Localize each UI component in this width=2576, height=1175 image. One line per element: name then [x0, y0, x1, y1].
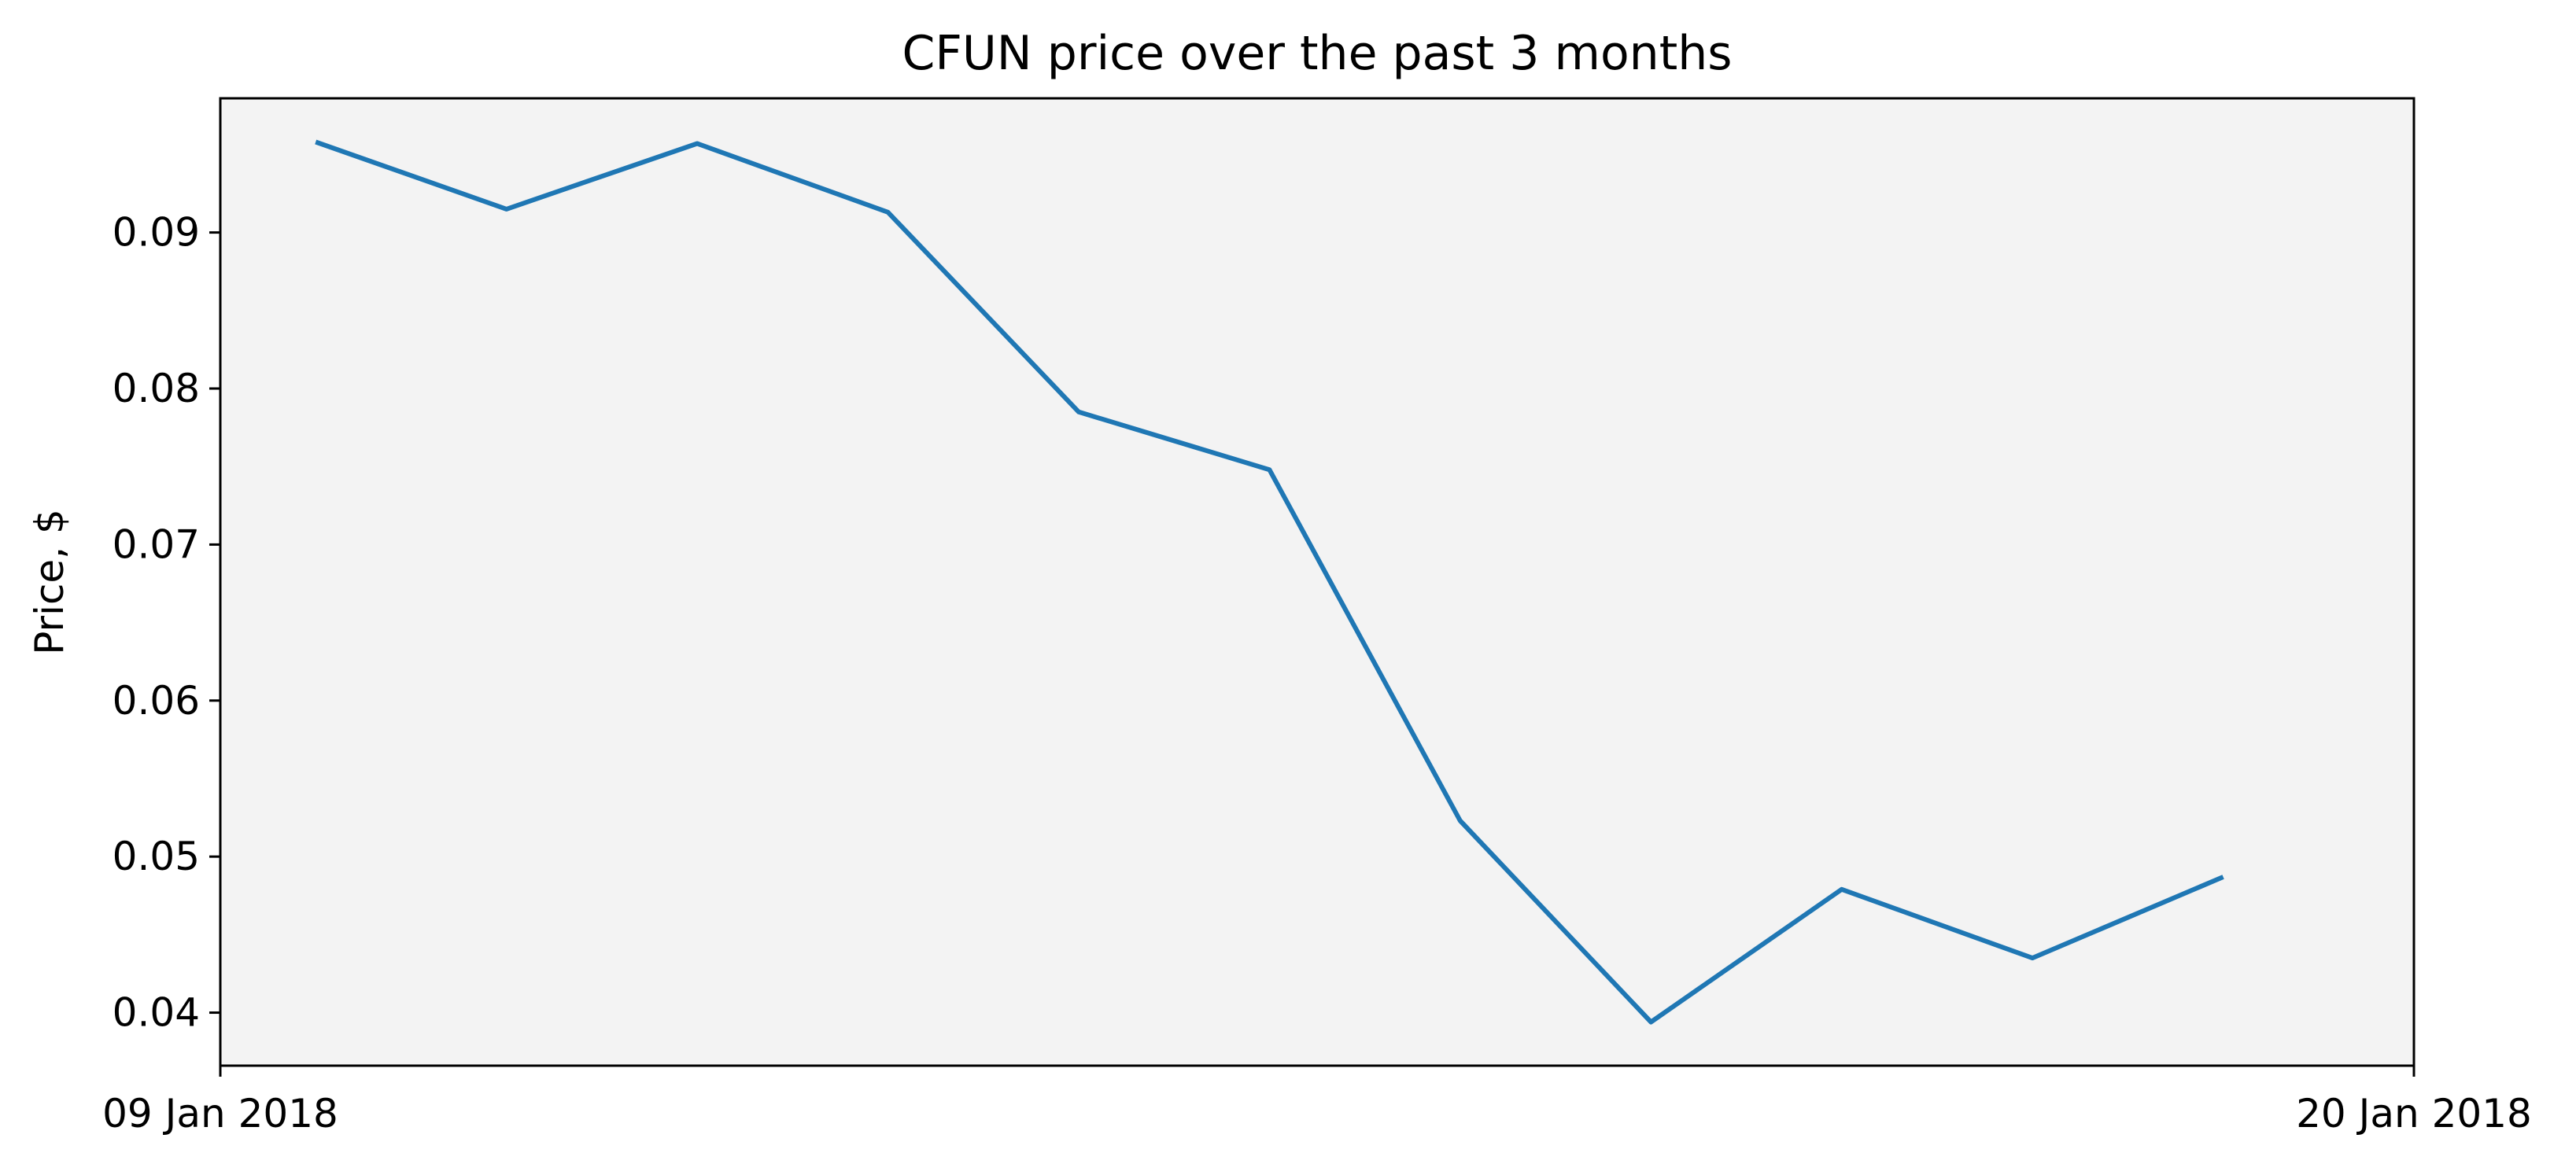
plot-area: [220, 98, 2414, 1066]
chart-title: CFUN price over the past 3 months: [902, 26, 1732, 81]
series-line: [315, 139, 2224, 1025]
x-tick-label: 20 Jan 2018: [2296, 1091, 2532, 1136]
y-axis-ticks: 0.04 0.05 0.06 0.07 0.08 0.09: [113, 210, 220, 1036]
y-tick-label: 0.09: [113, 210, 200, 256]
series-layer: [315, 139, 2224, 1025]
y-axis-label: Price, $: [27, 509, 72, 655]
y-tick-label: 0.05: [113, 834, 200, 879]
x-tick-label: 09 Jan 2018: [102, 1091, 338, 1136]
x-axis-ticks: 09 Jan 2018 20 Jan 2018: [102, 1066, 2532, 1136]
y-tick-label: 0.04: [113, 990, 200, 1036]
y-tick-label: 0.08: [113, 366, 200, 411]
y-tick-label: 0.07: [113, 521, 200, 567]
y-tick-label: 0.06: [113, 678, 200, 724]
plot-frame: [219, 97, 2415, 1067]
